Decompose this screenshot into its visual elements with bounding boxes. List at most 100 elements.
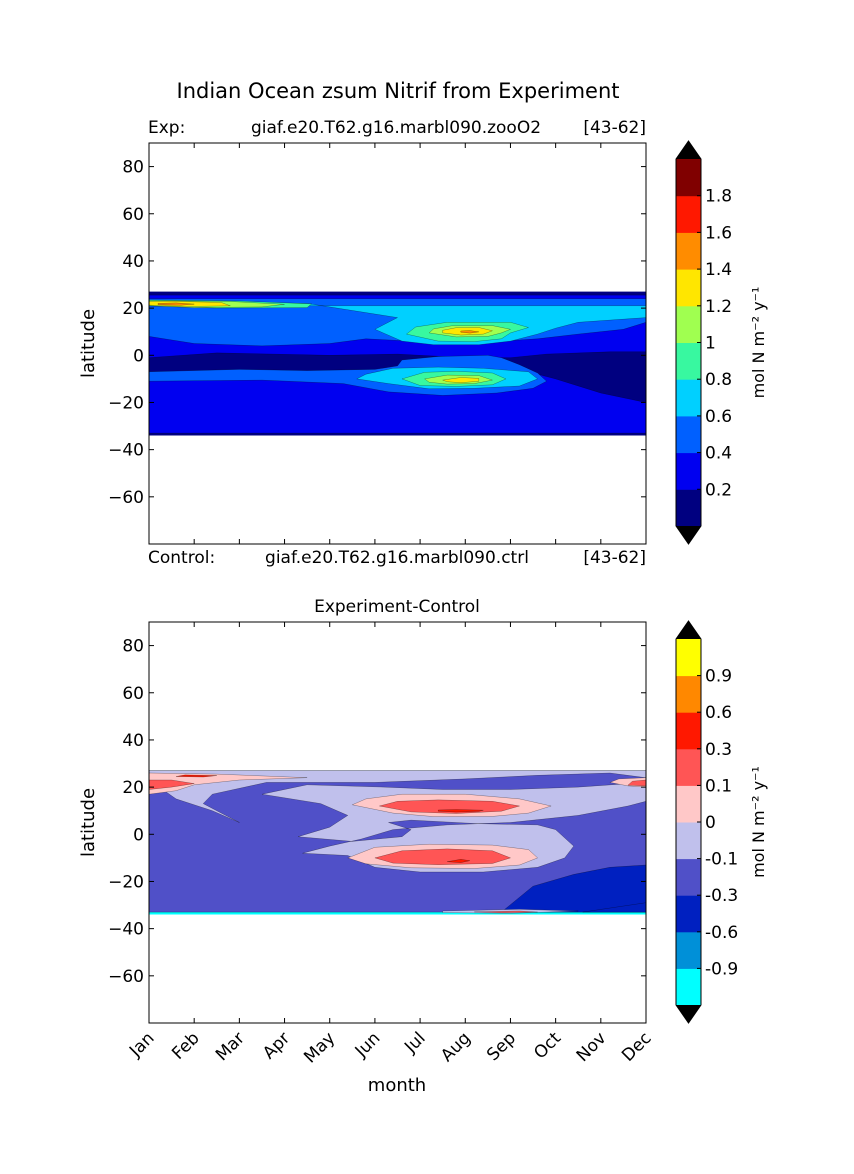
x-tick-label: May: [300, 1028, 339, 1067]
colorbar-tick-label: 0.6: [705, 407, 732, 427]
colorbar-extend-max: [676, 141, 701, 159]
colorbar-extend-min: [676, 1005, 701, 1023]
y-tick-label: 20: [122, 778, 144, 798]
x-tick-label: Jan: [125, 1028, 158, 1061]
colorbar-tick-label: -0.3: [705, 886, 738, 906]
y-tick-label: −20: [108, 872, 144, 892]
colorbar-tick-label: -0.9: [705, 959, 738, 979]
y-tick-label: 40: [122, 252, 144, 272]
colorbar-segment: [676, 785, 701, 823]
x-tick-label: Apr: [259, 1028, 294, 1063]
colorbar-segment: [676, 675, 701, 713]
colorbar-tick-label: 0.6: [705, 703, 732, 723]
y-tick-label: −20: [108, 393, 144, 413]
x-tick-label: Jul: [400, 1028, 429, 1057]
colorbar-segment: [676, 232, 701, 270]
colorbar-segment: [676, 342, 701, 380]
x-tick-label: Aug: [437, 1028, 475, 1066]
colorbar-tick-label: 0.2: [705, 480, 732, 500]
contour-band-level-6: [149, 779, 195, 790]
control-case-name: giaf.e20.T62.g16.marbl090.ctrl: [265, 548, 529, 568]
colorbar-segment: [676, 159, 701, 197]
colorbar-segment: [676, 748, 701, 786]
colorbar-tick-label: 0.3: [705, 740, 732, 760]
y-tick-label: −40: [108, 441, 144, 461]
y-tick-label: −60: [108, 488, 144, 508]
colorbar-tick-label: 1.2: [705, 297, 732, 317]
contour-band-level-6: [442, 377, 479, 383]
contour-band-level-7: [438, 809, 484, 813]
contour-field: [149, 291, 646, 436]
difference-contour-plot: 80 60 40 20 0 −20 −40 −60 Jan Feb Mar Apr May Jun Jul A…: [78, 621, 656, 1067]
x-tick-label: Oct: [530, 1028, 565, 1063]
y-tick-label: 60: [122, 684, 144, 704]
colorbar-tick-label: -0.6: [705, 923, 738, 943]
colorbar-segment: [676, 269, 701, 307]
contour-band-level-5: [149, 772, 308, 795]
contour-band-level-7: [157, 302, 195, 306]
colorbar-tick-label: 1.6: [705, 223, 732, 243]
colorbar-segment: [676, 489, 701, 527]
figure-title: Indian Ocean zsum Nitrif from Experiment: [177, 79, 620, 103]
contour-band-level-6: [374, 848, 511, 865]
difference-panel-title: Experiment-Control: [314, 597, 480, 617]
colorbar-tick-label: 0.8: [705, 370, 732, 390]
colorbar-segment: [676, 931, 701, 969]
colorbar-segment: [676, 858, 701, 896]
contour-band-level-2: [582, 902, 646, 913]
colorbar-segment: [676, 379, 701, 417]
x-tick-label: Jun: [351, 1028, 385, 1062]
exp-years: [43-62]: [583, 118, 646, 138]
colorbar-segment: [676, 415, 701, 454]
colorbar-segment: [676, 195, 701, 233]
y-tick-label: −40: [108, 920, 144, 940]
colorbar-outline: [675, 620, 702, 1024]
x-tick-label: Sep: [483, 1028, 520, 1065]
y-tick-label: 60: [122, 205, 144, 225]
colorbar-segment: [676, 305, 701, 343]
colorbar-label: mol N m⁻² y⁻¹: [749, 766, 768, 878]
colorbar-segment: [676, 712, 701, 750]
colorbar-tick-label: 0.9: [705, 667, 732, 687]
control-years: [43-62]: [583, 548, 646, 568]
colorbar-tick-label: 1.8: [705, 187, 732, 207]
exp-case-name: giaf.e20.T62.g16.marbl090.zooO2: [251, 118, 541, 138]
y-axis-label: latitude: [78, 309, 99, 378]
control-prefix-label: Control:: [148, 548, 215, 568]
contour-band-level-6: [379, 799, 520, 814]
y-tick-label: 40: [122, 731, 144, 751]
x-axis-label: month: [368, 1075, 426, 1096]
colorbar-tick-label: 0: [705, 813, 716, 833]
colorbar-tick-label: 0.4: [705, 444, 732, 464]
contour-band-level-2: [501, 864, 646, 913]
plot-frame: [148, 621, 647, 1024]
colorbar-label: mol N m⁻² y⁻¹: [749, 287, 768, 399]
colorbar-tick-label: 1: [705, 334, 716, 354]
experiment-colorbar: 0.2 0.4 0.6 0.8 1 1.2 1.4 1.6 1.8 mol N m⁻² y⁻¹: [675, 140, 768, 545]
y-tick-label: 80: [122, 158, 144, 178]
contour-field: [149, 770, 646, 915]
colorbar-segment: [676, 639, 701, 677]
colorbar-segment: [676, 452, 701, 490]
colorbar-tick-label: -0.1: [705, 850, 738, 870]
plot-frame: [148, 142, 647, 545]
y-tick-label: 80: [122, 637, 144, 657]
colorbar-outline: [675, 140, 702, 545]
difference-colorbar: -0.9 -0.6 -0.3 -0.1 0 0.1 0.3 0.6 0.9 mol N m⁻² y…: [675, 620, 768, 1024]
contour-band-level-7: [175, 774, 217, 778]
colorbar-tick-label: 1.4: [705, 260, 732, 280]
x-tick-label: Mar: [212, 1028, 249, 1065]
colorbar-segment: [676, 895, 701, 933]
colorbar-extend-min: [676, 526, 701, 544]
colorbar-tick-label: 0.1: [705, 776, 732, 796]
x-tick-label: Nov: [573, 1028, 611, 1066]
contour-band-level-7: [447, 859, 470, 863]
colorbar-extend-max: [676, 621, 701, 639]
y-tick-label: 0: [133, 346, 144, 366]
contour-band-level-6: [474, 910, 538, 913]
contour-band-level-7: [460, 330, 479, 334]
y-tick-label: 20: [122, 299, 144, 319]
y-tick-label: 0: [133, 825, 144, 845]
x-tick-label: Dec: [618, 1028, 655, 1065]
